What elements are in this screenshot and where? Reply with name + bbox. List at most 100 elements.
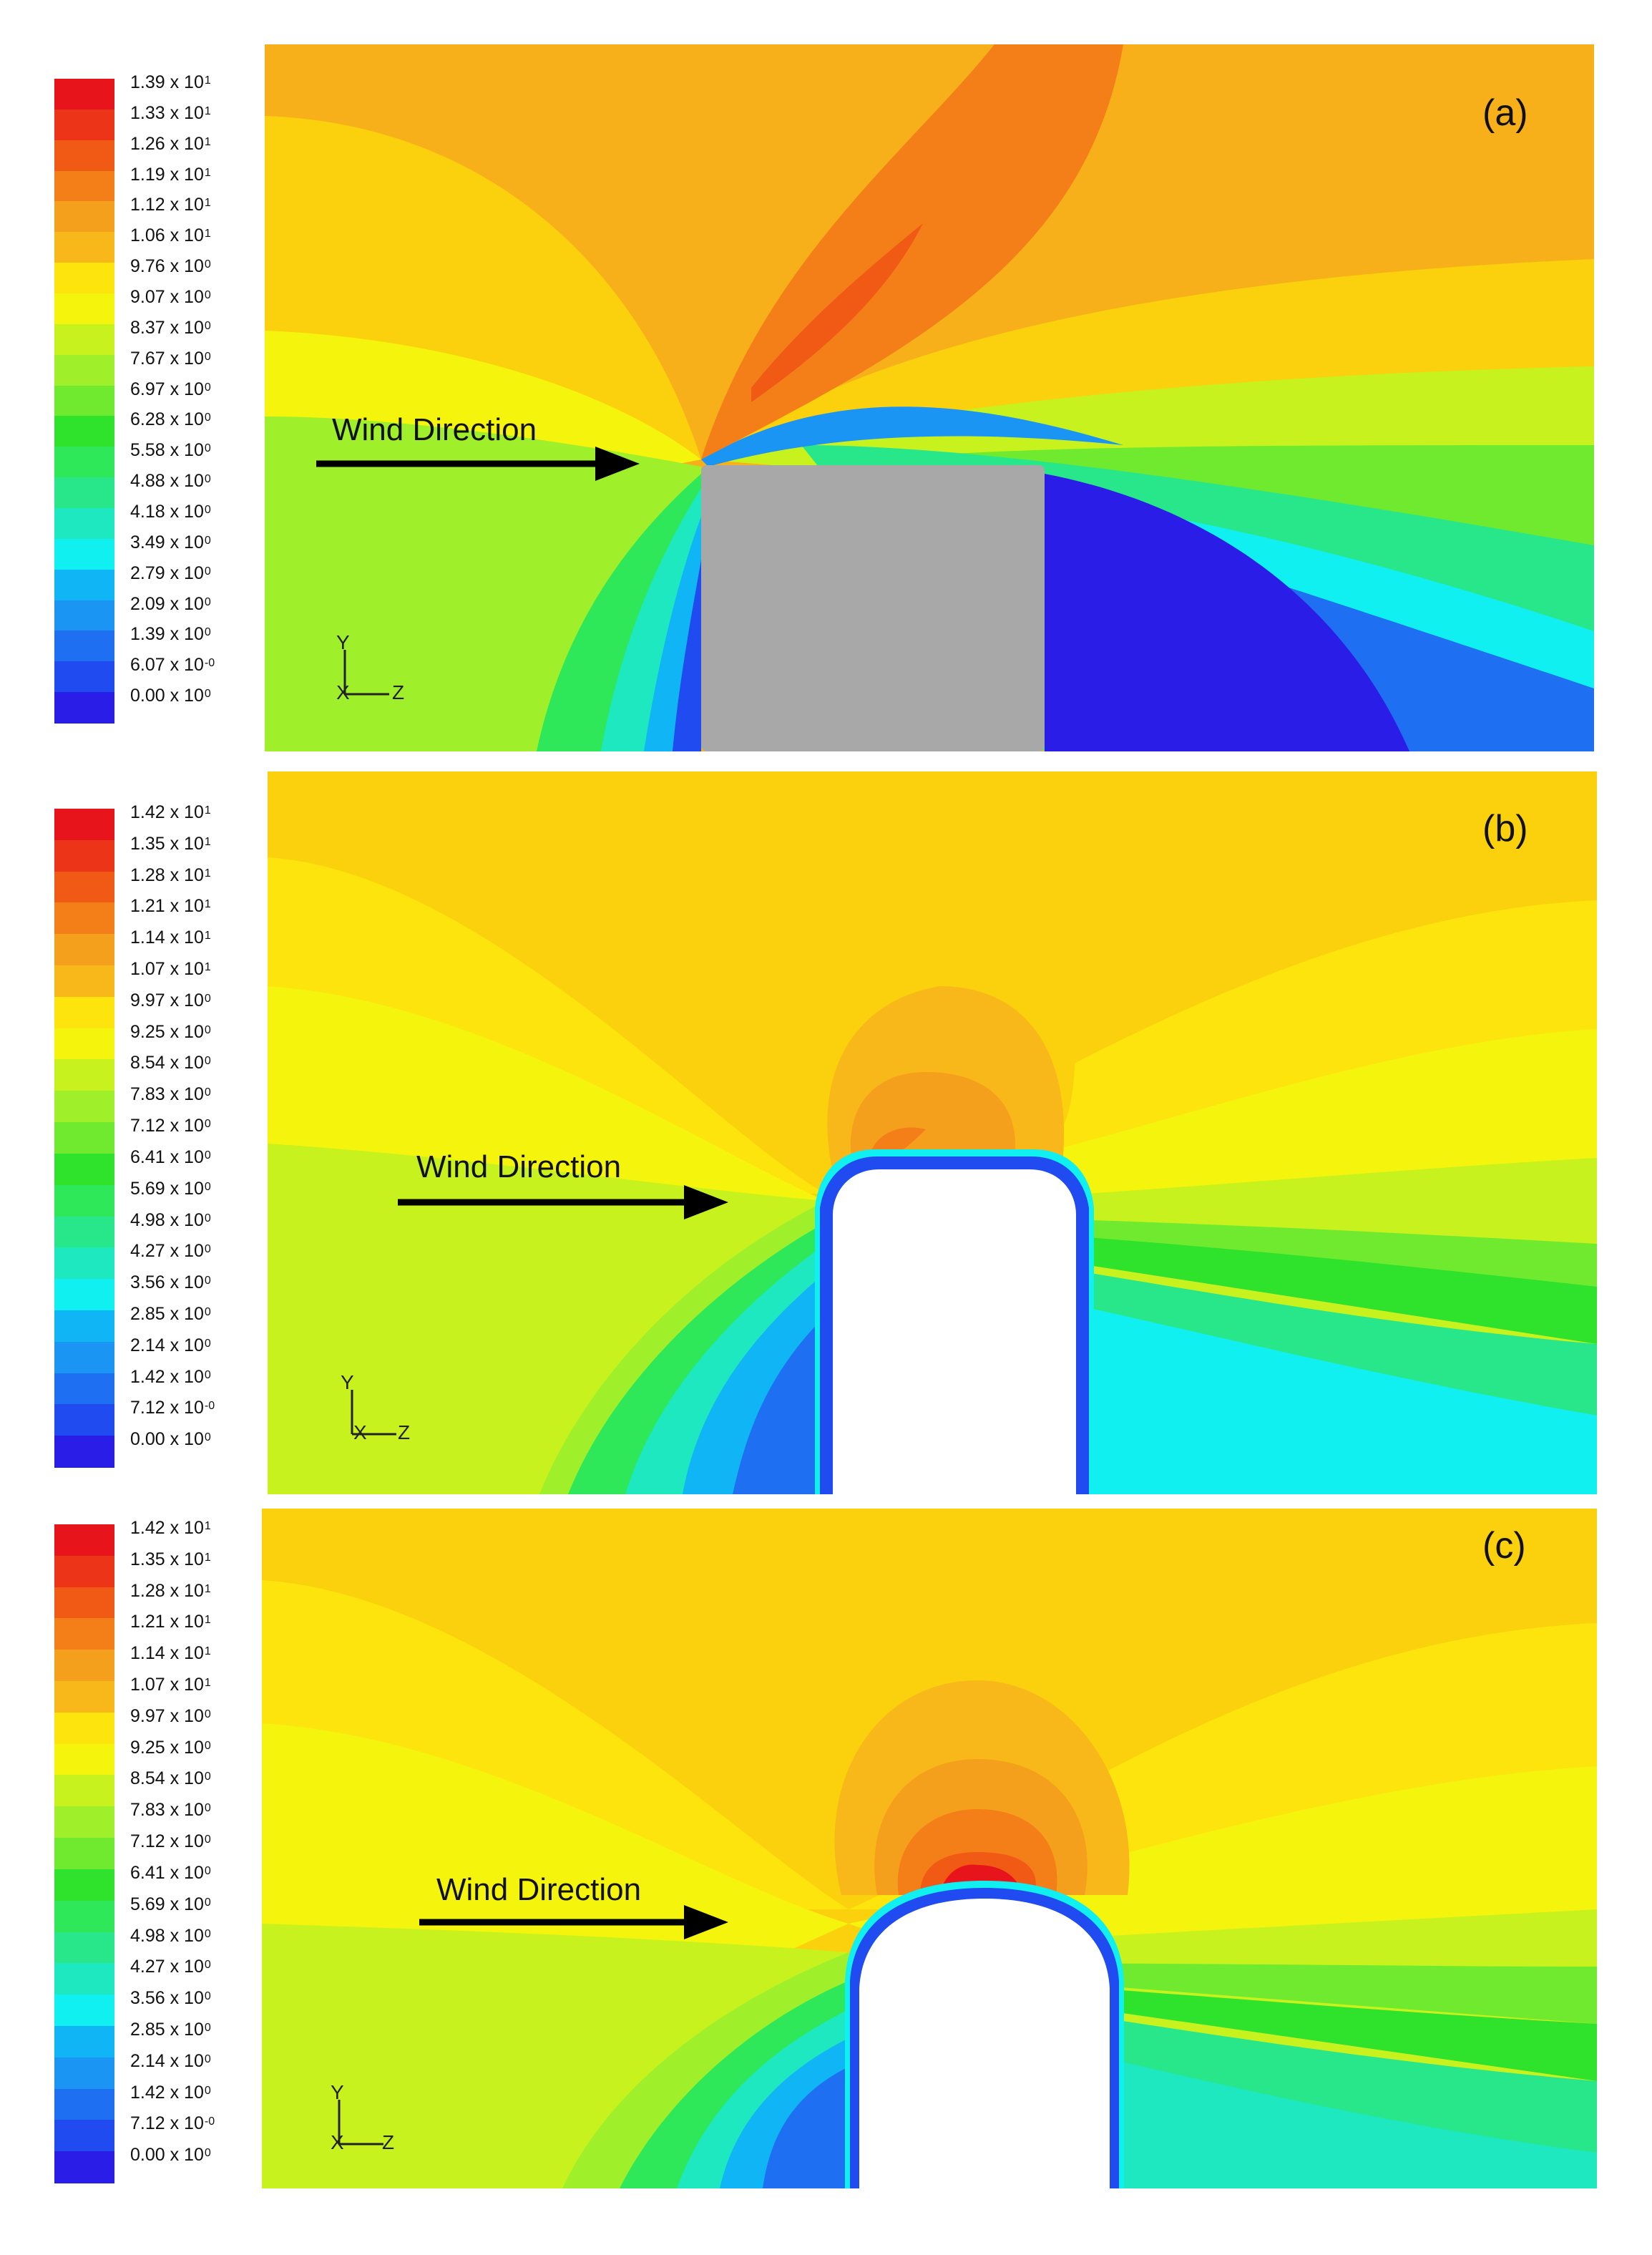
legend-tick-exponent: 1 <box>204 867 211 880</box>
legend-swatch <box>54 1247 114 1280</box>
legend-swatch <box>54 1059 114 1092</box>
legend-tick-label: 5.69 x 100 <box>130 1178 211 1199</box>
legend-swatch <box>54 569 114 601</box>
legend-tick-exponent: 0 <box>204 350 211 363</box>
legend-tick-exponent: 0 <box>204 1864 211 1877</box>
legend-tick-label: 9.97 x 100 <box>130 990 211 1011</box>
legend-tick-exponent: 0 <box>204 1896 211 1909</box>
legend-swatch <box>54 1932 114 1964</box>
legend-swatch <box>54 839 114 872</box>
legend-tick-label: 8.54 x 100 <box>130 1768 211 1789</box>
legend-tick-exponent: 1 <box>204 1582 211 1595</box>
legend-tick-value: 7.12 x 10 <box>130 1116 204 1136</box>
legend-tick-value: 9.97 x 10 <box>130 990 204 1010</box>
legend-tick-exponent: 0 <box>204 688 211 701</box>
legend-tick-value: 9.76 x 10 <box>130 256 204 277</box>
legend-tick-exponent: 0 <box>204 1180 211 1193</box>
legend-swatch <box>54 293 114 325</box>
legend-tick-exponent: -0 <box>204 657 215 670</box>
legend-tick-label: 1.39 x 101 <box>130 72 211 93</box>
wind-arrow-b <box>398 1185 728 1219</box>
legend-tick-value: 2.14 x 10 <box>130 1335 204 1355</box>
legend-tick-label: 1.35 x 101 <box>130 1549 211 1570</box>
color-legend-a: 1.39 x 101 1.33 x 101 1.26 x 101 1.19 x 101… <box>54 72 215 724</box>
legend-tick-label: 6.07 x 10-0 <box>130 654 215 676</box>
legend-tick-label: 7.12 x 10-0 <box>130 2113 215 2134</box>
contour-plot-c <box>262 1509 1597 2188</box>
legend-swatch <box>54 809 114 841</box>
legend-tick-exponent: 0 <box>204 534 211 547</box>
legend-tick-label: 9.97 x 100 <box>130 1705 211 1727</box>
axis-triad-a <box>343 650 389 696</box>
legend-tick-value: 6.28 x 10 <box>130 409 204 430</box>
legend-tick-exponent: 0 <box>204 1431 211 1444</box>
wind-direction-label-a: Wind Direction <box>332 412 537 447</box>
legend-swatch <box>54 1373 114 1406</box>
panel-b: 1.42 x 101 1.35 x 101 1.28 x 101 1.21 x 101… <box>0 759 1652 1503</box>
contour-svg-a <box>265 44 1594 751</box>
legend-tick-label: 7.12 x 100 <box>130 1115 211 1136</box>
legend-tick-exponent: 0 <box>204 1337 211 1350</box>
legend-tick-value: 1.26 x 10 <box>130 133 204 154</box>
legend-swatch <box>54 1743 114 1776</box>
legend-tick-label: 3.49 x 100 <box>130 532 211 553</box>
legend-swatch <box>54 2057 114 2090</box>
legend-tick-label: 2.09 x 100 <box>130 593 211 615</box>
legend-tick-value: 0.00 x 10 <box>130 686 204 706</box>
legend-swatch <box>54 263 114 294</box>
legend-tick-label: 1.12 x 101 <box>130 194 211 215</box>
legend-tick-label: 1.28 x 101 <box>130 865 211 886</box>
legend-tick-value: 1.39 x 10 <box>130 72 204 92</box>
legend-tick-value: 1.06 x 10 <box>130 225 204 246</box>
legend-tick-exponent: 1 <box>204 1520 211 1532</box>
legend-tick-exponent: 1 <box>204 1677 211 1690</box>
legend-tick-exponent: 1 <box>204 228 211 240</box>
legend-tick-value: 2.09 x 10 <box>130 593 204 614</box>
legend-tick-label: 3.56 x 100 <box>130 1272 211 1293</box>
legend-tick-label: 1.42 x 100 <box>130 2082 211 2103</box>
legend-tick-label: 9.76 x 100 <box>130 255 211 277</box>
legend-tick-value: 1.39 x 10 <box>130 624 204 645</box>
legend-swatch <box>54 79 114 110</box>
legend-tick-exponent: 0 <box>204 1118 211 1131</box>
legend-tick-exponent: 0 <box>204 1739 211 1752</box>
legend-tick-exponent: 1 <box>204 135 211 148</box>
legend-tick-value: 9.25 x 10 <box>130 1737 204 1758</box>
legend-tick-value: 6.07 x 10 <box>130 655 204 676</box>
legend-tick-value: 1.21 x 10 <box>130 896 204 917</box>
legend-swatch <box>54 1712 114 1745</box>
legend-tick-value: 1.33 x 10 <box>130 102 204 123</box>
legend-tick-label: 0.00 x 100 <box>130 2144 211 2166</box>
legend-tick-label: 4.27 x 100 <box>130 1956 211 1977</box>
legend-swatch <box>54 538 114 570</box>
legend-swatch <box>54 2088 114 2121</box>
legend-tick-value: 7.83 x 10 <box>130 1084 204 1105</box>
legend-tick-exponent: -0 <box>204 2115 215 2128</box>
legend-tick-value: 1.28 x 10 <box>130 1580 204 1601</box>
legend-tick-label: 1.39 x 100 <box>130 623 211 645</box>
legend-swatch <box>54 661 114 693</box>
legend-swatch <box>54 232 114 264</box>
legend-tick-label: 1.42 x 101 <box>130 802 211 823</box>
legend-tick-exponent: 0 <box>204 1212 211 1224</box>
legend-swatch <box>54 1900 114 1933</box>
legend-tick-label: 1.07 x 101 <box>130 1674 211 1695</box>
legend-swatch <box>54 1681 114 1713</box>
legend-swatch <box>54 1869 114 1901</box>
legend-tick-value: 2.14 x 10 <box>130 2050 204 2071</box>
axis-triad-b <box>351 1390 396 1436</box>
legend-tick-exponent: 0 <box>204 411 211 424</box>
legend-tick-value: 1.42 x 10 <box>130 1518 204 1538</box>
legend-tick-label: 2.85 x 100 <box>130 1303 211 1325</box>
legend-tick-value: 1.07 x 10 <box>130 959 204 980</box>
legend-swatch <box>54 692 114 724</box>
legend-tick-value: 7.12 x 10 <box>130 2113 204 2134</box>
legend-tick-exponent: 0 <box>204 319 211 332</box>
legend-tick-value: 6.41 x 10 <box>130 1146 204 1167</box>
legend-swatch <box>54 1650 114 1682</box>
legend-tick-label: 2.79 x 100 <box>130 562 211 584</box>
axis-y-label-c: Y <box>331 2081 344 2103</box>
legend-tick-exponent: 0 <box>204 2084 211 2097</box>
legend-swatch <box>54 2120 114 2153</box>
legend-tick-exponent: 1 <box>204 961 211 974</box>
